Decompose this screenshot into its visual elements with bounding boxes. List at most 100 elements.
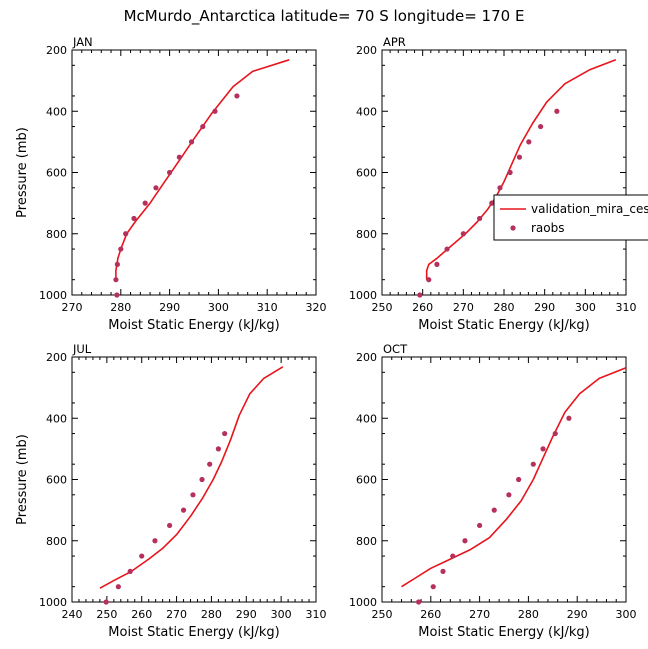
x-tick-label: 280 xyxy=(110,301,131,314)
y-tick-label: 800 xyxy=(356,228,377,241)
series-line-model xyxy=(99,366,284,589)
panel-jul: JUL 240 250 260 270 280 290 300 310 200 400 600 800 1… xyxy=(15,342,327,640)
raobs-point xyxy=(199,476,205,483)
x-tick-label: 300 xyxy=(575,301,596,314)
raobs-point xyxy=(212,108,218,114)
x-tick-label: 310 xyxy=(616,301,637,314)
x-tick-label: 270 xyxy=(469,608,490,621)
raobs-point xyxy=(222,430,228,437)
x-tick-label: 300 xyxy=(271,608,292,621)
y-tick-label: 800 xyxy=(356,535,377,548)
y-axis-label: Pressure (mb) xyxy=(15,434,30,525)
raobs-point xyxy=(167,522,173,529)
raobs-point xyxy=(434,261,440,267)
y-tick-label: 600 xyxy=(356,167,377,180)
raobs-point xyxy=(566,415,572,421)
y-tick-label: 400 xyxy=(46,105,67,118)
legend-box xyxy=(493,194,648,241)
x-tick-label: 290 xyxy=(567,608,588,621)
legend-marker-label: raobs xyxy=(531,221,565,235)
y-tick-label: 600 xyxy=(356,474,377,487)
raobs-point xyxy=(131,215,137,222)
plot-frame xyxy=(381,49,627,296)
x-tick-label: 260 xyxy=(412,301,433,314)
panel-label: OCT xyxy=(383,342,408,356)
raobs-point xyxy=(477,522,483,529)
y-tick-label: 600 xyxy=(46,474,67,487)
legend-line-label: validation_mira_cesm xyxy=(531,202,648,216)
raobs-point xyxy=(426,277,432,283)
y-axis-label: Pressure (mb) xyxy=(15,127,30,218)
y-tick-label: 800 xyxy=(46,535,67,548)
x-tick-label: 240 xyxy=(62,608,83,621)
x-tick-label: 310 xyxy=(306,608,327,621)
legend-marker-swatch xyxy=(510,225,516,231)
y-tick-label: 1000 xyxy=(349,289,377,302)
raobs-point xyxy=(530,461,536,467)
raobs-point xyxy=(123,231,129,237)
series-line-model xyxy=(425,59,617,280)
x-tick-label: 300 xyxy=(616,608,637,621)
x-tick-label: 250 xyxy=(96,608,117,621)
x-axis-label: Moist Static Energy (kJ/kg) xyxy=(108,625,279,640)
x-tick-label: 300 xyxy=(208,301,229,314)
x-tick-label: 280 xyxy=(201,608,222,621)
x-axis-label: Moist Static Energy (kJ/kg) xyxy=(418,318,589,333)
x-axis-label: Moist Static Energy (kJ/kg) xyxy=(108,318,279,333)
plot-frame xyxy=(71,49,317,296)
x-tick-label: 270 xyxy=(166,608,187,621)
y-tick-label: 1000 xyxy=(39,596,67,609)
raobs-point xyxy=(113,277,119,283)
y-tick-label: 400 xyxy=(356,412,377,425)
raobs-point xyxy=(430,584,436,590)
raobs-point xyxy=(207,461,213,467)
y-tick-label: 1000 xyxy=(349,596,377,609)
series-line-model xyxy=(115,59,290,280)
x-tick-label: 250 xyxy=(372,301,393,314)
series-line-model xyxy=(401,366,627,588)
raobs-point xyxy=(460,231,466,237)
raobs-point xyxy=(416,599,422,605)
x-tick-label: 290 xyxy=(534,301,555,314)
x-tick-label: 320 xyxy=(306,301,327,314)
raobs-point xyxy=(103,599,109,605)
raobs-point xyxy=(176,154,182,160)
raobs-point xyxy=(450,553,456,559)
raobs-point xyxy=(234,93,240,99)
raobs-point xyxy=(139,553,145,559)
raobs-point xyxy=(118,246,124,252)
y-tick-label: 200 xyxy=(46,44,67,57)
raobs-point xyxy=(200,123,206,130)
raobs-point xyxy=(215,446,221,452)
raobs-point xyxy=(538,123,544,130)
raobs-point xyxy=(114,261,120,267)
x-tick-label: 260 xyxy=(420,608,441,621)
y-tick-label: 400 xyxy=(356,105,377,118)
x-tick-label: 290 xyxy=(159,301,180,314)
y-tick-label: 200 xyxy=(46,351,67,364)
raobs-point xyxy=(507,169,513,176)
raobs-point xyxy=(506,492,512,498)
panel-oct: OCT 250 260 270 280 290 300 200 400 600 800 1000 Moi… xyxy=(349,342,637,640)
raobs-point xyxy=(444,246,450,252)
raobs-point xyxy=(440,568,446,574)
raobs-point xyxy=(153,185,159,191)
x-axis-label: Moist Static Energy (kJ/kg) xyxy=(418,625,589,640)
y-tick-label: 200 xyxy=(356,44,377,57)
raobs-point xyxy=(526,139,532,145)
panel-label: JAN xyxy=(72,35,93,49)
y-tick-label: 1000 xyxy=(39,289,67,302)
y-tick-label: 800 xyxy=(46,228,67,241)
raobs-point xyxy=(142,200,148,206)
y-tick-label: 600 xyxy=(46,167,67,180)
raobs-point xyxy=(516,476,522,483)
x-tick-label: 250 xyxy=(372,608,393,621)
raobs-point xyxy=(188,139,195,145)
raobs-point xyxy=(152,538,158,544)
raobs-point xyxy=(552,430,558,437)
x-tick-label: 260 xyxy=(131,608,152,621)
x-tick-label: 290 xyxy=(236,608,257,621)
y-tick-label: 400 xyxy=(46,412,67,425)
raobs-point xyxy=(115,584,121,590)
